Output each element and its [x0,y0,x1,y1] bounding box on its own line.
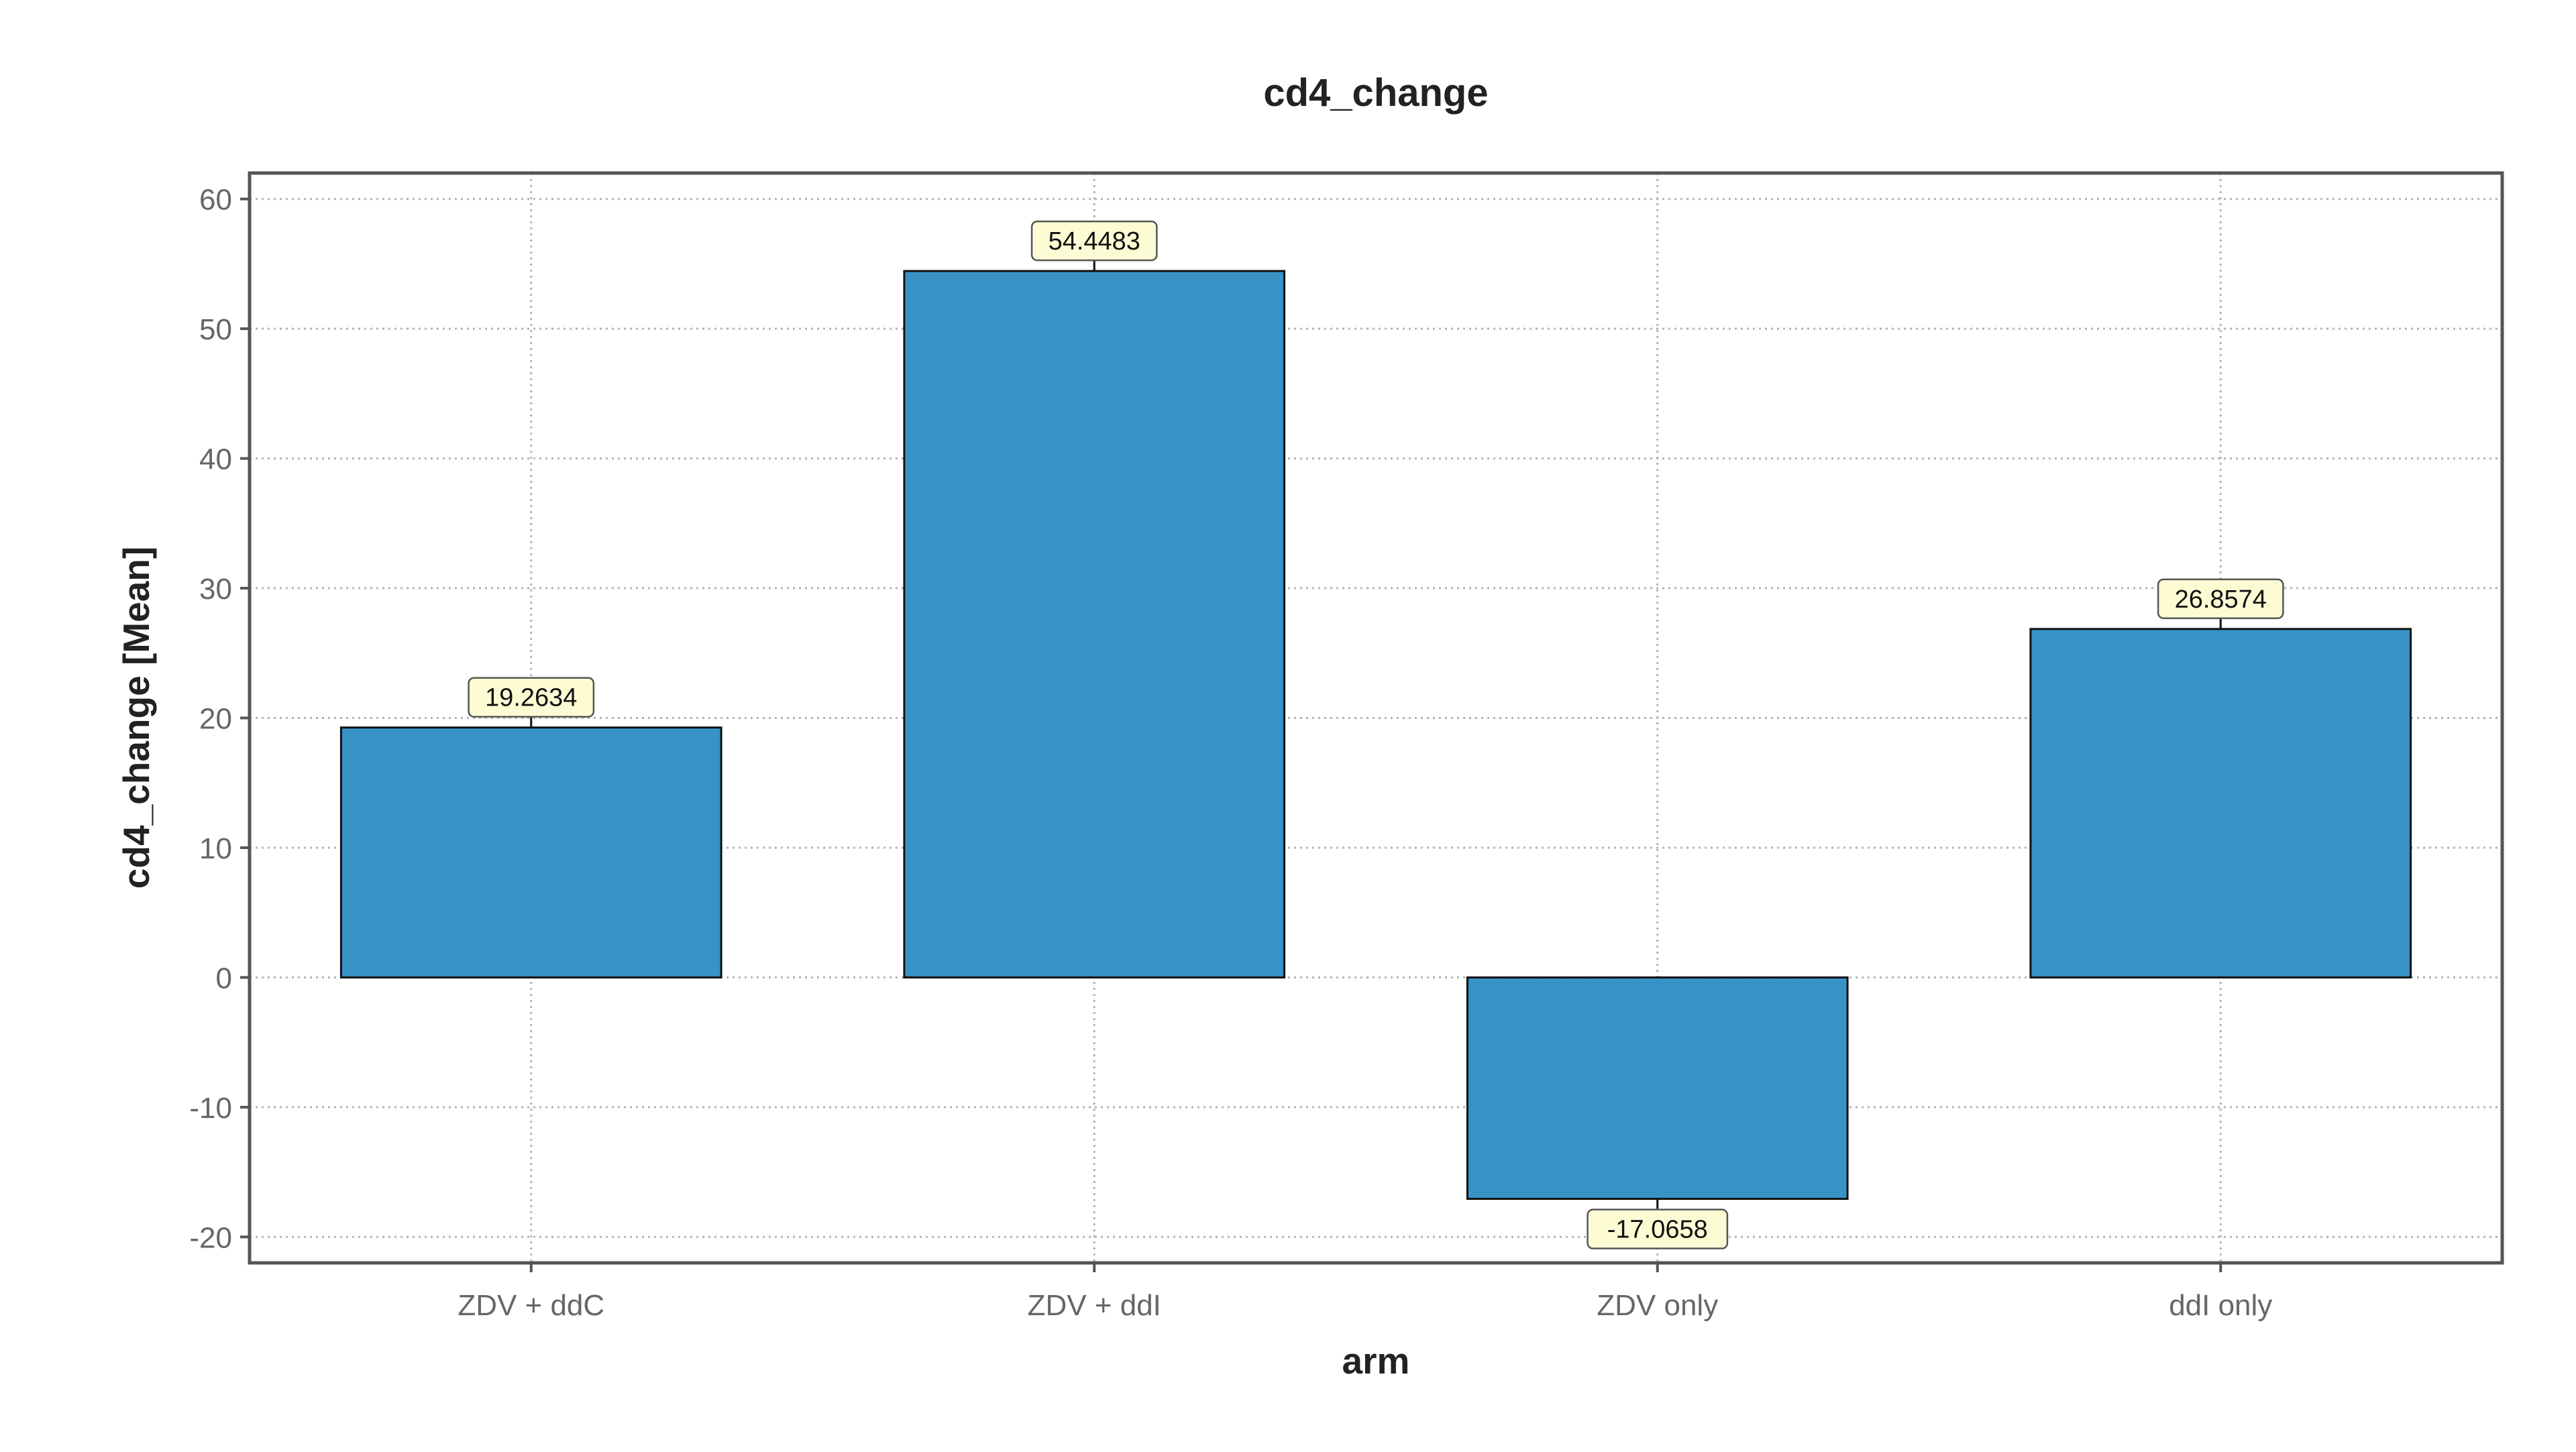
y-tick-label: 50 [199,313,232,346]
y-tick-label: 20 [199,703,232,736]
chart-title: cd4_change [1263,71,1488,115]
y-ticks: -20 -10 0 10 20 30 40 50 60 [189,184,250,1254]
x-tick-label: ddI only [2169,1289,2272,1322]
y-tick-label: -20 [189,1221,232,1254]
value-label-box [1030,220,1158,262]
value-labels: 19.2634 54.4483 -17.0658 26.8574 [468,220,2284,1249]
bar-2 [1466,976,1849,1200]
y-tick-label: 0 [216,962,232,995]
bar-1 [903,270,1286,979]
value-label-box [2157,578,2284,620]
value-label-box [468,677,595,718]
x-tick-label: ZDV only [1597,1289,1718,1322]
value-label-box [1587,1209,1729,1249]
y-axis-label: cd4_change [Mean] [115,547,157,889]
x-axis-label: arm [1342,1340,1410,1382]
y-tick-label: 10 [199,832,232,865]
y-tick-label: 40 [199,443,232,476]
x-ticks: ZDV + ddC ZDV + ddI ZDV only ddI only [458,1263,2272,1322]
y-tick-label: 60 [199,184,232,217]
x-tick-label: ZDV + ddI [1028,1289,1161,1322]
value-label: -17.0658 [1607,1216,1708,1244]
value-label: 19.2634 [485,684,577,712]
value-label: 26.8574 [2175,585,2267,614]
value-label: 54.4483 [1049,227,1140,256]
x-tick-label: ZDV + ddC [458,1289,604,1322]
bar-3 [2029,628,2412,979]
y-tick-label: -10 [189,1092,232,1125]
y-tick-label: 30 [199,573,232,606]
bar-0 [339,726,722,979]
bars-layer [339,270,2412,1200]
